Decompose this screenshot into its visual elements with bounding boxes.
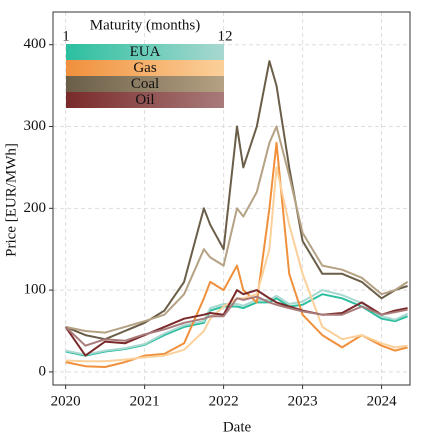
x-axis-label: Date (223, 419, 252, 435)
price-line (64, 295, 408, 347)
legend-swatch (66, 60, 224, 76)
y-tick-label: 300 (24, 118, 47, 134)
x-tick-label: 2024 (367, 393, 398, 409)
price-line (64, 289, 408, 357)
price-line (65, 289, 409, 356)
y-tick-label: 100 (24, 282, 47, 298)
y-tick-label: 0 (39, 363, 47, 379)
x-tick-label: 2020 (51, 393, 81, 409)
legend-max: 12 (218, 28, 233, 44)
legend-title: Maturity (months) (90, 17, 200, 33)
legend-min: 1 (62, 28, 70, 44)
y-tick-label: 400 (24, 36, 47, 52)
y-tick-label: 200 (24, 200, 47, 216)
x-tick-label: 2021 (130, 393, 160, 409)
legend-label: Coal (131, 76, 159, 92)
legend-swatch (66, 92, 224, 108)
price-line (65, 166, 408, 363)
x-tick-label: 2022 (209, 393, 239, 409)
legend-label: EUA (130, 44, 161, 60)
legend-swatch (66, 76, 224, 92)
price-line (65, 60, 408, 341)
x-tick-label: 2023 (288, 393, 318, 409)
y-axis-label: Price [EUR/MWh] (3, 143, 19, 257)
legend-swatch (66, 44, 224, 60)
legend-label: Oil (135, 92, 154, 108)
plot-frame (52, 11, 411, 386)
price-line (65, 125, 409, 334)
legend-label: Gas (133, 60, 156, 76)
